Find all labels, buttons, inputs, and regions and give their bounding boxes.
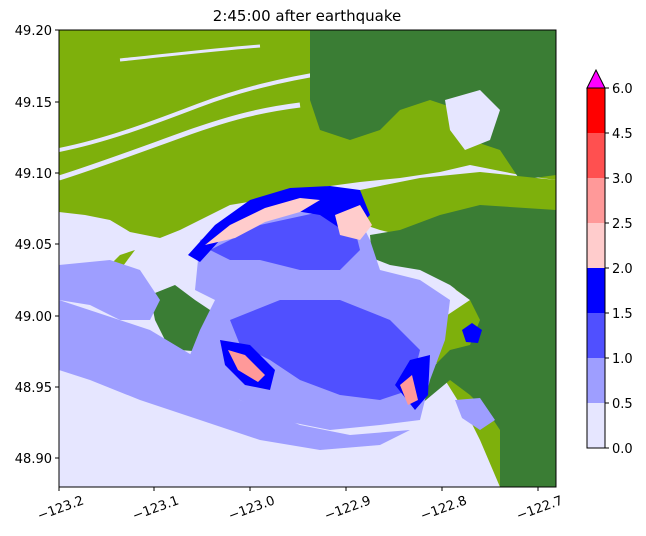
colorbar-segment: [587, 403, 605, 448]
land-hills-north: [310, 30, 556, 180]
y-tick-label: 49.00: [15, 310, 52, 325]
map-title: 2:45:00 after earthquake: [213, 7, 401, 25]
colorbar-segment: [587, 358, 605, 403]
wave-zone-2-5: [205, 198, 320, 245]
map-area: [59, 30, 556, 487]
x-tick-label: −123.0: [227, 493, 277, 524]
water-band-1-5: [188, 186, 370, 262]
wave-zone-east: [462, 323, 482, 343]
y-tick-label: 49.20: [15, 24, 52, 39]
water-band-west-0-5: [59, 260, 160, 320]
colorbar-tick-label: 2.0: [612, 262, 633, 277]
water-band-1-0-center: [230, 300, 420, 400]
y-tick-label: 49.15: [15, 96, 52, 111]
colorbar-tick-label: 2.5: [612, 217, 633, 232]
x-tick-label: −123.2: [36, 493, 86, 524]
map-frame: [58, 29, 557, 488]
colorbar-tick-label: 0.5: [612, 397, 633, 412]
colorbar-segment: [587, 223, 605, 268]
colorbar-tick-label: 1.5: [612, 307, 633, 322]
x-tick-label: −122.7: [515, 493, 565, 524]
y-tick-label: 48.95: [15, 381, 52, 396]
y-tick-label: 49.05: [15, 238, 52, 253]
x-axis: −123.2 −123.1 −123.0 −122.9 −122.8 −122.…: [36, 487, 565, 524]
colorbar-segment: [587, 133, 605, 178]
y-axis: 49.20 49.15 49.10 49.05 49.00 48.95 48.9…: [15, 24, 59, 467]
land-east-dark: [370, 205, 556, 487]
colorbar: 0.0 0.5 1.0 1.5 2.0 2.5 3.0 4.5 6.0: [586, 68, 633, 457]
river-channel-3: [119, 44, 261, 62]
x-tick-label: −123.1: [131, 493, 181, 524]
colorbar-segment: [587, 178, 605, 223]
colorbar-tick-label: 0.0: [612, 442, 633, 457]
wave-zone-3-0-b: [400, 375, 418, 405]
colorbar-segment: [587, 88, 605, 133]
colorbar-segment: [587, 313, 605, 358]
x-tick-label: −122.8: [419, 493, 469, 524]
colorbar-tick-label: 1.0: [612, 352, 633, 367]
colorbar-extend-triangle: [586, 68, 606, 89]
wave-zone-south: [455, 398, 495, 430]
colorbar-segment: [587, 268, 605, 313]
river-channel: [59, 102, 301, 181]
wave-zone-3-0: [228, 350, 265, 382]
colorbar-tick-label: 3.0: [612, 172, 633, 187]
wave-zone-2-5-b: [335, 205, 372, 240]
colorbar-tick-label: 4.5: [612, 127, 633, 142]
water-band-south-0-5: [59, 300, 410, 450]
y-tick-label: 49.10: [15, 167, 52, 182]
x-tick-label: −122.9: [323, 493, 373, 524]
colorbar-tick-label: 6.0: [612, 82, 633, 97]
land-clearing: [445, 90, 500, 150]
river-channel-2: [59, 70, 331, 152]
water-band-1-0: [210, 210, 360, 270]
y-tick-label: 48.90: [15, 452, 52, 467]
